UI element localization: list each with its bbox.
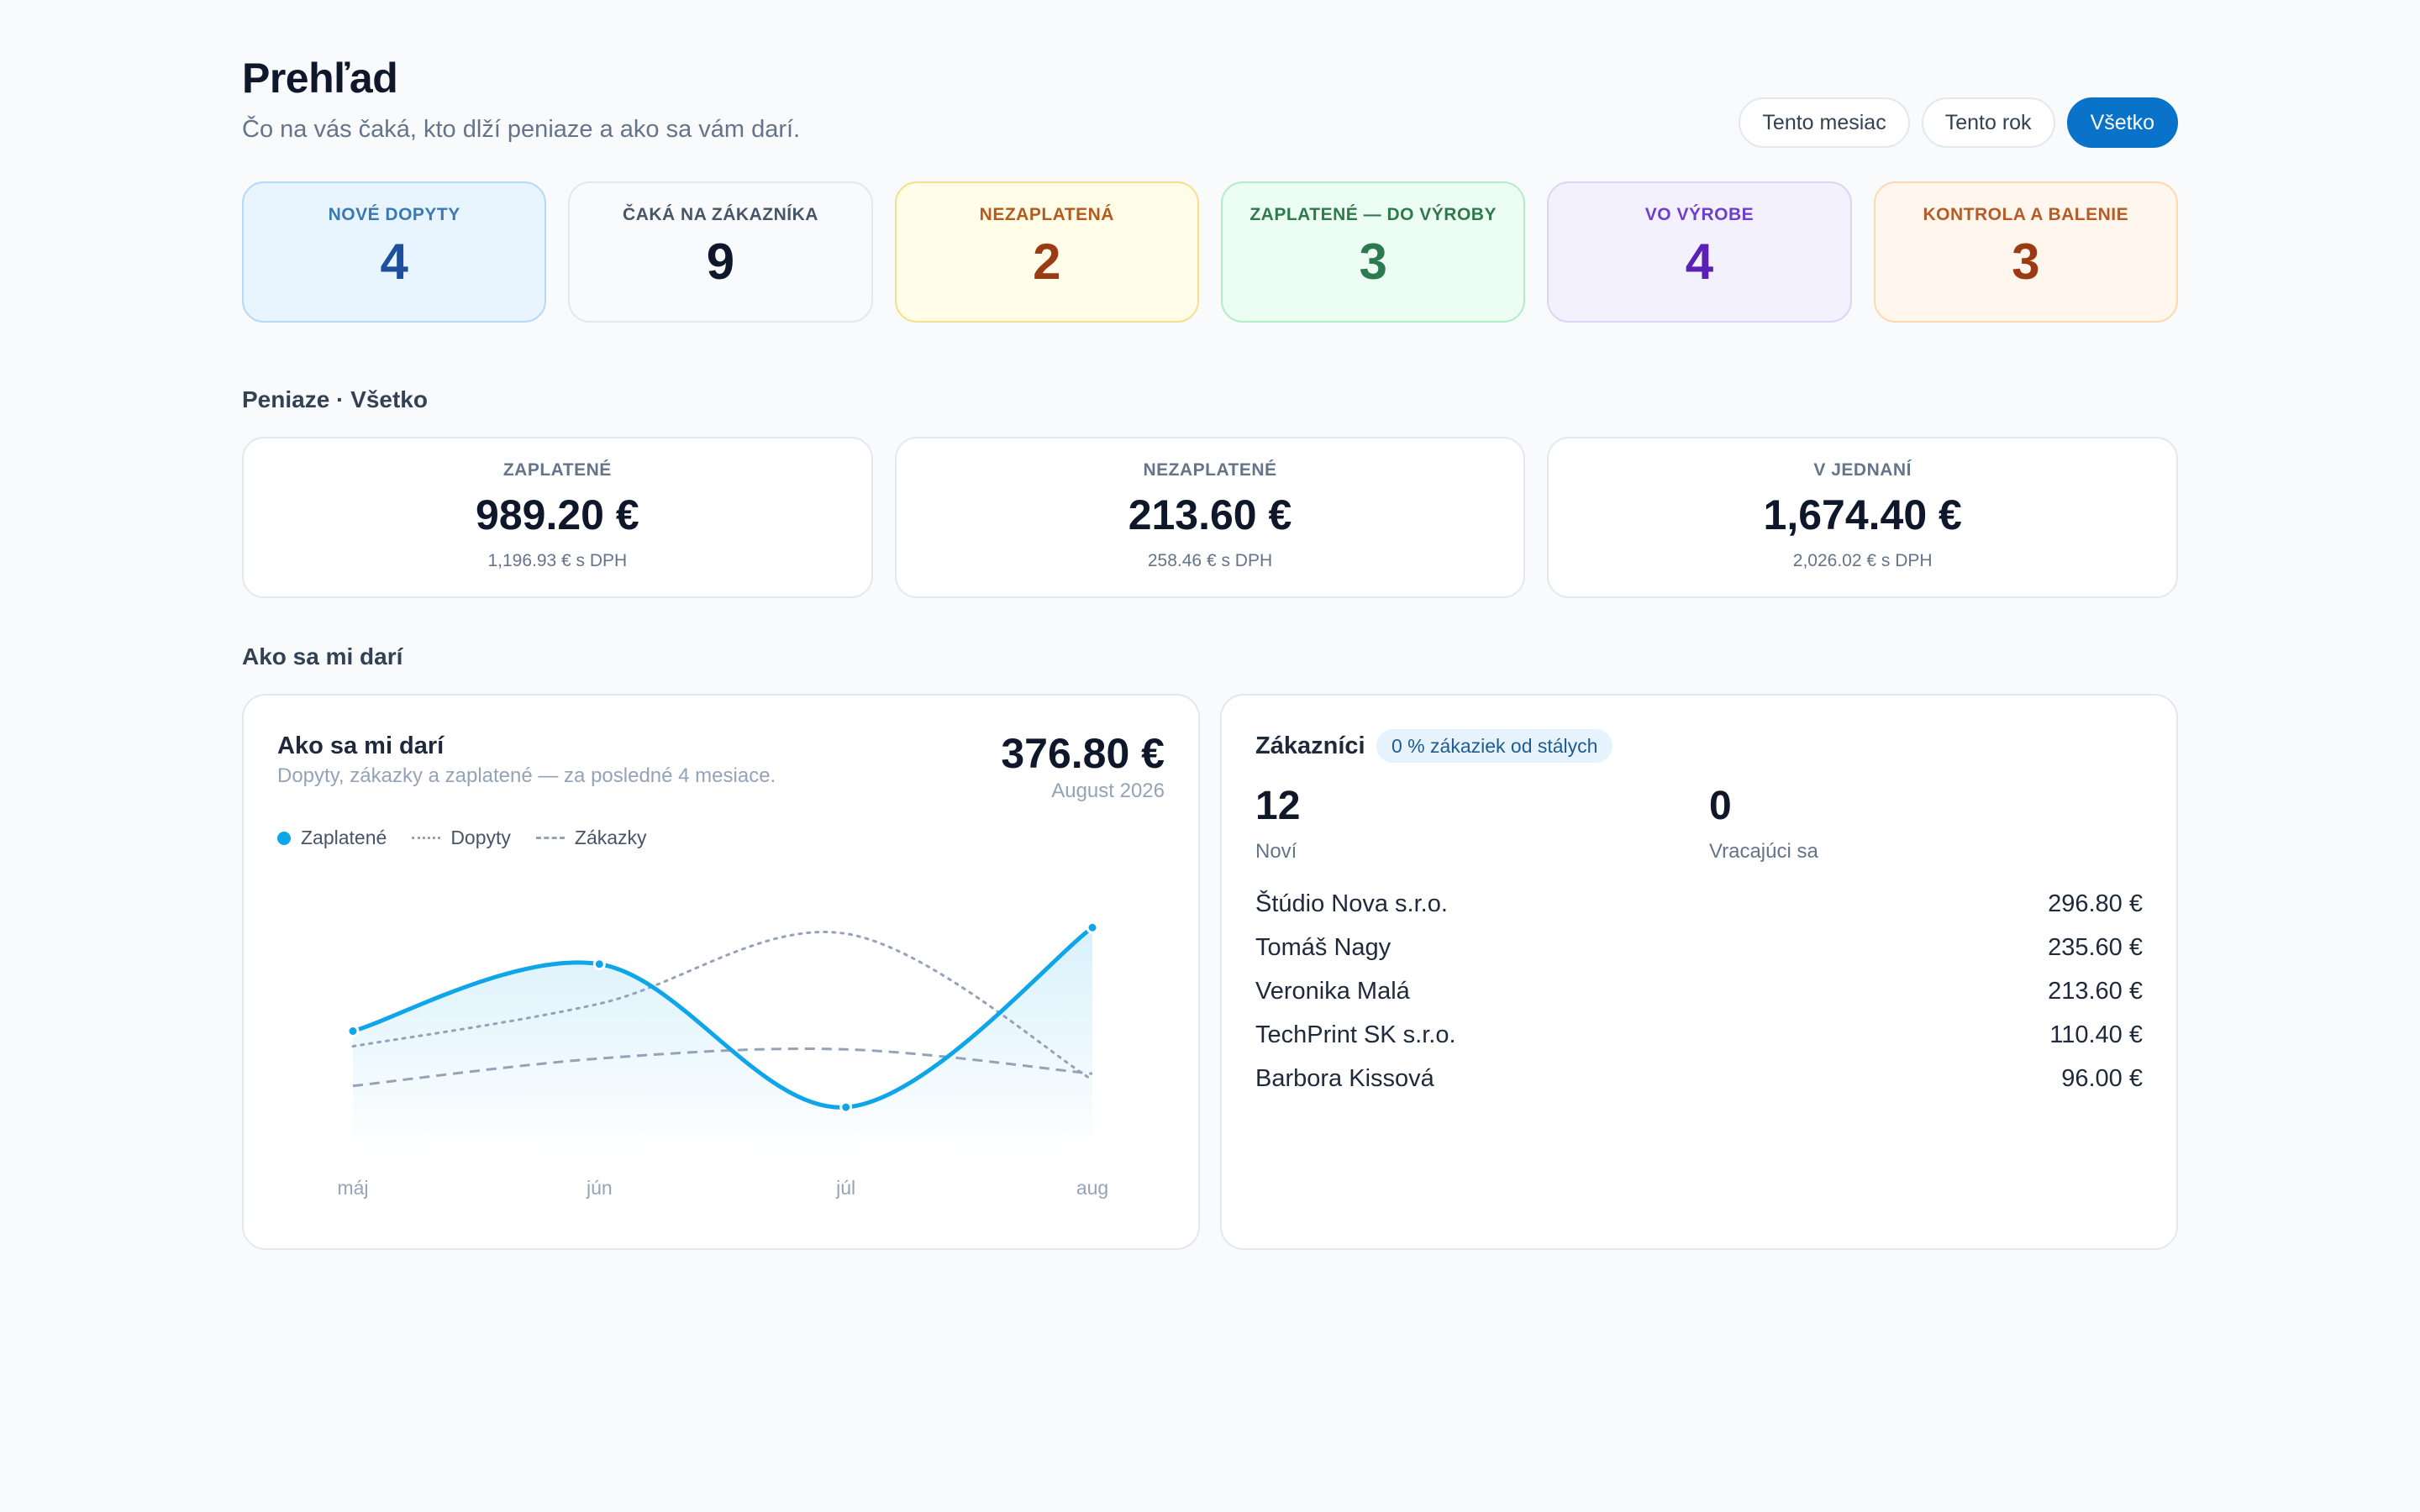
- money-cards: ZAPLATENÉ 989.20 € 1,196.93 € s DPH NEZA…: [242, 437, 2179, 598]
- legend-label: Zákazky: [574, 827, 647, 848]
- customer-amount: 296.80 €: [2048, 890, 2143, 917]
- money-with-vat: 1,196.93 € s DPH: [487, 551, 628, 570]
- chart-period: August 2026: [1051, 780, 1165, 802]
- customer-row[interactable]: Tomáš Nagy 235.60 €: [1255, 926, 2143, 969]
- status-card-paid-to-production[interactable]: ZAPLATENÉ — DO VÝROBY 3: [1220, 181, 1526, 323]
- series-paid-point: [346, 1025, 360, 1037]
- money-card-paid: ZAPLATENÉ 989.20 € 1,196.93 € s DPH: [242, 437, 873, 598]
- status-count: 4: [1685, 234, 1714, 290]
- customers-card: Zákazníci 0 % zákaziek od stálych 12 Nov…: [1220, 694, 2178, 1250]
- status-count: 2: [1033, 234, 1061, 290]
- x-tick-label: aug: [1076, 1177, 1108, 1199]
- money-with-vat: 258.46 € s DPH: [1147, 551, 1273, 570]
- returning-customers-count: 0: [1709, 784, 1732, 828]
- customer-row[interactable]: Barbora Kissová 96.00 €: [1255, 1057, 2143, 1100]
- page-title: Prehľad: [242, 55, 398, 102]
- customer-row[interactable]: Veronika Malá 213.60 €: [1255, 969, 2143, 1013]
- customer-row[interactable]: TechPrint SK s.r.o. 110.40 €: [1255, 1013, 2143, 1057]
- series-inquiries-line: [351, 931, 1094, 1081]
- status-label: ČAKÁ NA ZÁKAZNÍKA: [623, 205, 818, 224]
- status-label: KONTROLA A BALENIE: [1923, 205, 2129, 224]
- range-filter: Tento mesiac Tento rok Všetko: [1739, 97, 2178, 148]
- status-label: NEZAPLATENÁ: [979, 205, 1114, 224]
- status-count: 9: [706, 234, 735, 290]
- money-label: V JEDNANÍ: [1813, 460, 1912, 480]
- customer-amount: 213.60 €: [2048, 977, 2143, 1005]
- series-paid-point: [592, 958, 606, 971]
- top-customers-list: Štúdio Nova s.r.o. 296.80 € Tomáš Nagy 2…: [1255, 882, 2143, 1100]
- status-label: ZAPLATENÉ — DO VÝROBY: [1249, 205, 1497, 224]
- new-customers-stat: 12 Noví: [1255, 786, 1300, 864]
- series-paid-area: [353, 927, 1092, 1158]
- status-label: NOVÉ DOPYTY: [328, 205, 460, 224]
- series-paid-point: [1086, 921, 1099, 934]
- series-orders-line: [352, 1047, 1093, 1088]
- money-value: 1,674.40 €: [1763, 491, 1962, 538]
- status-card-new-inquiries[interactable]: NOVÉ DOPYTY 4: [242, 181, 547, 323]
- status-count: 3: [1359, 234, 1387, 290]
- money-value: 989.20 €: [476, 491, 639, 538]
- range-this-year-button[interactable]: Tento rok: [1921, 97, 2055, 148]
- money-label: ZAPLATENÉ: [502, 460, 612, 480]
- returning-customers-label: Vracajúci sa: [1709, 840, 1818, 863]
- series-paid-point: [839, 1100, 853, 1114]
- x-tick-label: máj: [337, 1177, 368, 1199]
- legend-item-paid: Zaplatené: [277, 827, 387, 849]
- returning-customers-stat: 0 Vracajúci sa: [1709, 786, 1818, 864]
- customers-title: Zákazníci: [1255, 732, 1365, 759]
- money-value: 213.60 €: [1128, 491, 1292, 538]
- series-paid-line: [352, 926, 1094, 1110]
- customer-name: TechPrint SK s.r.o.: [1255, 1021, 1456, 1048]
- chart-title: Ako sa mi darí: [277, 732, 445, 759]
- legend-item-inquiries: Dopyty: [412, 827, 511, 849]
- customer-name: Tomáš Nagy: [1255, 933, 1392, 961]
- money-label: NEZAPLATENÉ: [1143, 460, 1277, 480]
- legend-dashed-line-icon: [535, 837, 565, 839]
- performance-chart-card: Ako sa mi darí Dopyty, zákazky a zaplate…: [242, 694, 1200, 1250]
- returning-share-badge: 0 % zákaziek od stálych: [1376, 729, 1613, 763]
- page-subtitle: Čo na vás čaká, kto dlží peniaze a ako s…: [242, 116, 801, 143]
- status-count: 4: [380, 234, 408, 290]
- chart-legend: Zaplatené Dopyty Zákazky: [277, 827, 647, 849]
- range-this-month-button[interactable]: Tento mesiac: [1739, 97, 1910, 148]
- dashboard-page: Prehľad Čo na vás čaká, kto dlží peniaze…: [242, 0, 2179, 1512]
- performance-chart: máj jún júl aug: [337, 921, 1108, 1199]
- customer-amount: 110.40 €: [2049, 1021, 2143, 1048]
- money-card-in-negotiation: V JEDNANÍ 1,674.40 € 2,026.02 € s DPH: [1547, 437, 2179, 598]
- money-card-unpaid: NEZAPLATENÉ 213.60 € 258.46 € s DPH: [894, 437, 1526, 598]
- customer-name: Barbora Kissová: [1255, 1064, 1434, 1092]
- status-card-in-production[interactable]: VO VÝROBE 4: [1547, 181, 1852, 323]
- money-with-vat: 2,026.02 € s DPH: [1792, 551, 1933, 570]
- x-tick-label: jún: [586, 1177, 613, 1199]
- legend-label: Dopyty: [450, 827, 511, 848]
- legend-item-orders: Zákazky: [535, 827, 647, 849]
- legend-dot-icon: [277, 831, 291, 845]
- customer-row[interactable]: Štúdio Nova s.r.o. 296.80 €: [1255, 882, 2143, 926]
- legend-label: Zaplatené: [301, 827, 387, 848]
- status-card-unpaid[interactable]: NEZAPLATENÁ 2: [894, 181, 1199, 323]
- legend-dotted-line-icon: [412, 837, 441, 839]
- customer-amount: 235.60 €: [2048, 933, 2143, 961]
- money-section-title: Peniaze · Všetko: [242, 386, 428, 412]
- new-customers-count: 12: [1255, 784, 1301, 828]
- new-customers-label: Noví: [1255, 840, 1297, 863]
- customer-amount: 96.00 €: [2061, 1064, 2143, 1092]
- status-card-waiting-customer[interactable]: ČAKÁ NA ZÁKAZNÍKA 9: [568, 181, 873, 323]
- chart-total-value: 376.80 €: [1001, 730, 1165, 777]
- status-label: VO VÝROBE: [1644, 205, 1754, 224]
- customer-name: Veronika Malá: [1255, 977, 1410, 1005]
- x-tick-label: júl: [835, 1177, 855, 1199]
- status-count: 3: [2012, 234, 2040, 290]
- customer-name: Štúdio Nova s.r.o.: [1255, 890, 1448, 917]
- chart-subtitle: Dopyty, zákazky a zaplatené — za posledn…: [277, 764, 776, 787]
- performance-section-title: Ako sa mi darí: [242, 643, 403, 669]
- status-card-check-and-packing[interactable]: KONTROLA A BALENIE 3: [1873, 181, 2178, 323]
- status-cards: NOVÉ DOPYTY 4 ČAKÁ NA ZÁKAZNÍKA 9 NEZAPL…: [242, 181, 2178, 323]
- range-all-button[interactable]: Všetko: [2066, 97, 2178, 148]
